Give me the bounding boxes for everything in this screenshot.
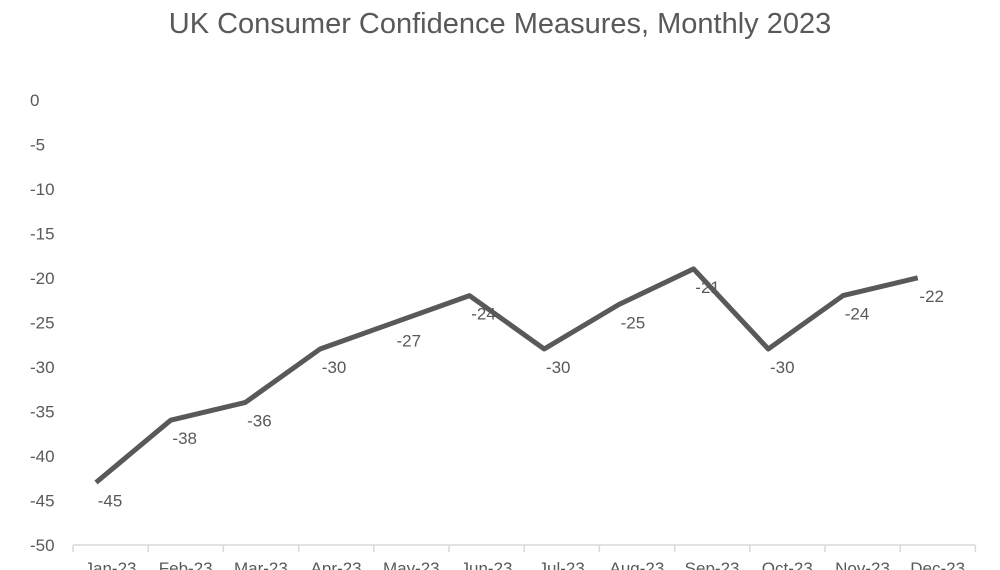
y-tick-label: -15 (30, 225, 55, 244)
x-tick-label: Sep-23 (685, 559, 740, 570)
x-tick-label: Mar-23 (234, 559, 288, 570)
data-label: -27 (397, 331, 422, 350)
y-tick-label: -20 (30, 269, 55, 288)
x-tick-label: Jul-23 (539, 559, 585, 570)
series-line (94, 266, 919, 485)
x-tick-label: Apr-23 (311, 559, 362, 570)
x-tick-label: Nov-23 (835, 559, 890, 570)
y-tick-label: 0 (30, 91, 39, 110)
data-label: -30 (770, 358, 795, 377)
y-tick-label: -10 (30, 180, 55, 199)
data-label: -30 (546, 358, 571, 377)
y-tick-label: -5 (30, 136, 45, 155)
data-label: -45 (98, 492, 123, 511)
data-label: -24 (471, 305, 496, 324)
x-tick-label: May-23 (383, 559, 440, 570)
x-tick-label: Oct-23 (762, 559, 813, 570)
data-label: -24 (845, 305, 870, 324)
x-tick-label: Feb-23 (159, 559, 213, 570)
y-tick-label: -25 (30, 314, 55, 333)
data-label: -22 (919, 287, 944, 306)
x-tick-label: Jun-23 (461, 559, 513, 570)
x-tick-label: Jan-23 (85, 559, 137, 570)
y-tick-label: -50 (30, 536, 55, 555)
chart-title: UK Consumer Confidence Measures, Monthly… (168, 8, 832, 40)
y-tick-label: -45 (30, 492, 55, 511)
data-label: -25 (621, 314, 646, 333)
y-tick-label: -35 (30, 403, 55, 422)
data-label: -38 (172, 429, 197, 448)
data-label: -36 (247, 411, 272, 430)
y-tick-label: -40 (30, 447, 55, 466)
data-label: -30 (322, 358, 347, 377)
data-label: -21 (695, 278, 720, 297)
x-tick-label: Dec-23 (910, 559, 965, 570)
y-tick-label: -30 (30, 358, 55, 377)
x-tick-label: Aug-23 (609, 559, 664, 570)
